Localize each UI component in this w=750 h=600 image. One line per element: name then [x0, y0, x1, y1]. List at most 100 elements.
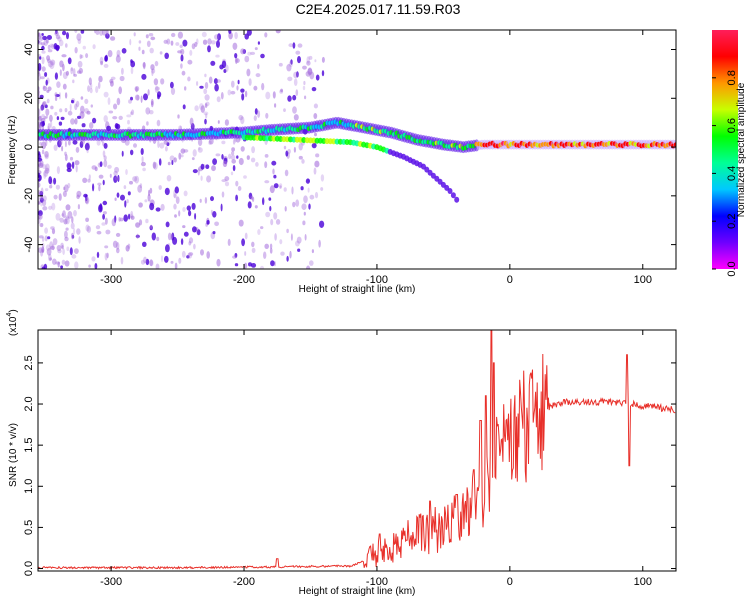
noise-blob — [289, 250, 292, 259]
noise-blob — [257, 41, 260, 45]
snr-scale-close: ) — [8, 309, 19, 312]
snr-y-label: SNR (10 * v/v) — [8, 423, 19, 487]
noise-blob — [111, 218, 117, 227]
noise-blob — [48, 176, 53, 185]
noise-blob — [41, 242, 45, 249]
noise-blob — [149, 187, 153, 194]
noise-blob — [221, 179, 227, 183]
noise-blob — [171, 32, 176, 38]
noise-blob — [40, 104, 44, 111]
noise-blob — [321, 56, 325, 63]
noise-blob — [57, 36, 62, 42]
x-tick-label: -200 — [233, 576, 255, 588]
noise-blob — [84, 108, 89, 114]
noise-blob — [170, 81, 174, 89]
noise-blob — [308, 203, 311, 210]
noise-blob — [181, 70, 186, 76]
noise-blob — [87, 85, 91, 92]
noise-blob — [114, 176, 120, 181]
noise-blob — [113, 170, 118, 176]
noise-blob — [66, 32, 69, 40]
noise-blob — [110, 36, 116, 41]
noise-blob — [257, 229, 261, 235]
noise-blob — [318, 239, 321, 248]
noise-blob — [211, 165, 216, 172]
noise-blob — [164, 187, 170, 196]
noise-blob — [287, 76, 293, 82]
noise-blob — [271, 160, 277, 166]
noise-blob — [298, 155, 303, 160]
noise-blob — [238, 157, 244, 166]
noise-blob — [184, 86, 187, 91]
noise-blob — [234, 56, 238, 65]
noise-blob — [221, 140, 226, 145]
noise-blob — [61, 259, 66, 265]
noise-blob — [189, 117, 194, 126]
noise-blob — [292, 94, 297, 101]
noise-blob — [273, 174, 277, 179]
noise-blob — [42, 206, 48, 211]
noise-blob — [243, 175, 247, 179]
noise-blob — [130, 215, 135, 220]
noise-blob — [62, 248, 65, 255]
ridge-main — [38, 116, 676, 154]
noise-blob — [42, 35, 48, 41]
noise-blob — [305, 178, 310, 184]
noise-blob — [49, 43, 54, 48]
noise-blob — [45, 108, 50, 116]
noise-blob — [129, 180, 133, 185]
noise-blob — [43, 171, 47, 179]
noise-blob — [130, 96, 133, 101]
noise-blob — [236, 85, 239, 91]
snr-axes: -300 -200 -100 0 100 0.0 0.5 1.0 1.5 2.0 2.5 — [23, 330, 676, 588]
noise-blob — [192, 169, 198, 174]
noise-blob — [155, 263, 160, 269]
noise-blob — [296, 236, 302, 244]
noise-blob — [61, 213, 64, 217]
noise-blob — [204, 73, 207, 78]
noise-blob — [63, 218, 68, 225]
noise-blob — [151, 100, 154, 108]
noise-blob — [108, 110, 114, 114]
noise-blob — [251, 247, 256, 253]
noise-blob — [156, 236, 160, 242]
noise-blob — [188, 210, 192, 217]
noise-blob — [188, 252, 194, 256]
noise-blob — [57, 261, 60, 268]
noise-blob — [191, 157, 195, 161]
noise-blob — [61, 245, 64, 250]
noise-blob — [121, 48, 127, 54]
noise-blob — [244, 251, 247, 256]
noise-blob — [155, 86, 160, 91]
noise-blob — [274, 233, 277, 241]
noise-blob — [308, 55, 313, 60]
noise-blob — [114, 123, 119, 129]
noise-blob — [107, 97, 111, 105]
noise-blob — [41, 33, 44, 36]
noise-blob — [102, 30, 107, 36]
noise-blob — [38, 178, 41, 182]
noise-blob — [109, 173, 112, 178]
noise-blob — [84, 196, 90, 205]
y-tick-label: 0.0 — [23, 561, 35, 576]
noise-blob — [120, 256, 124, 265]
noise-blob — [254, 205, 258, 209]
noise-blob — [172, 236, 178, 245]
noise-blob — [104, 245, 109, 249]
noise-blob — [58, 193, 62, 201]
noise-blob — [138, 46, 141, 51]
noise-blob — [76, 194, 80, 200]
noise-blob — [210, 196, 214, 202]
noise-blob — [199, 85, 204, 89]
spectrogram-y-label: Frequency (Hz) — [7, 116, 18, 185]
noise-blob — [55, 213, 61, 221]
noise-blob — [264, 161, 268, 169]
noise-blob — [197, 168, 200, 176]
noise-blob — [214, 83, 219, 92]
noise-blob — [49, 184, 53, 189]
noise-blob — [287, 95, 292, 102]
noise-blob — [128, 213, 131, 220]
noise-blob — [255, 162, 259, 167]
noise-blob — [107, 164, 112, 169]
noise-blob — [158, 158, 162, 166]
